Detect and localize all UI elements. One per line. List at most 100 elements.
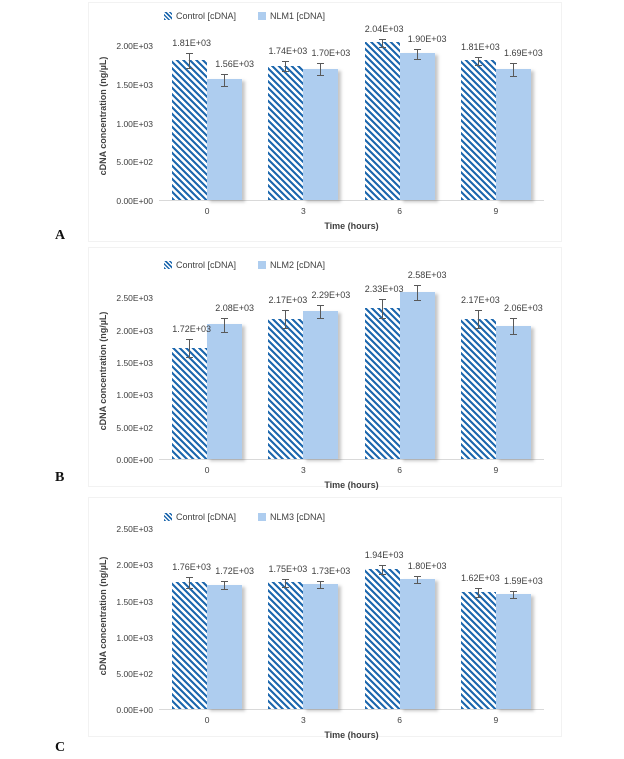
- y-tick-label: 5.00E+02: [116, 668, 153, 679]
- error-bar: [317, 581, 325, 589]
- control-bar: [172, 581, 208, 709]
- legend-label: Control [cDNA]: [176, 260, 237, 270]
- x-tick-label: 0: [204, 206, 210, 216]
- nlm2-series-swatch-icon: [258, 261, 267, 269]
- y-tick-label: 1.50E+03: [116, 357, 153, 368]
- legend-item-control: Control [cDNA]: [164, 260, 236, 270]
- bar-value-label: 2.06E+03: [503, 303, 543, 314]
- error-bar: [474, 310, 482, 329]
- panel-label-b: B: [55, 470, 65, 485]
- treatment-bar: [303, 583, 339, 709]
- error-bar: [317, 63, 325, 76]
- control-bar: [268, 318, 304, 459]
- treatment-bar: [399, 578, 435, 709]
- nlm3-series-swatch-icon: [258, 513, 267, 521]
- chart-area-b: Control [cDNA] NLM2 [cDNA] cDNA concentr…: [88, 247, 562, 490]
- y-axis-ticks: 0.00E+00 5.00E+02 1.00E+03 1.50E+03 2.00E+03…: [95, 522, 153, 715]
- bar-value-label: 1.94E+03: [364, 549, 404, 560]
- bar-value-label: 2.17E+03: [268, 295, 308, 306]
- legend-item-control: Control [cDNA]: [164, 512, 236, 522]
- bar-value-label: 1.76E+03: [172, 561, 212, 572]
- legend-a: Control [cDNA] NLM1 [cDNA]: [164, 11, 325, 21]
- y-tick-label: 0.00E+00: [116, 455, 153, 465]
- control-bar: [460, 591, 496, 709]
- treatment-bar: [207, 324, 243, 459]
- plot-area-b: 1.72E+03 2.08E+03 0 2.17E+03 2.29E+03 3 2.33E+…: [159, 270, 544, 475]
- bar-value-label: 1.81E+03: [172, 38, 212, 49]
- y-tick-label: 2.00E+03: [116, 325, 153, 336]
- bar-value-label: 1.70E+03: [311, 48, 351, 59]
- legend-label: Control [cDNA]: [176, 11, 237, 21]
- x-tick-label: 9: [493, 715, 499, 725]
- plot-area-c: 1.76E+03 1.72E+03 0 1.75E+03 1.73E+03 3 1.94E+…: [159, 522, 544, 725]
- treatment-bar: [303, 310, 339, 459]
- y-tick-label: 1.50E+03: [116, 596, 153, 607]
- error-bar: [474, 56, 482, 66]
- legend-item-control: Control [cDNA]: [164, 11, 236, 21]
- bar-value-label: 1.72E+03: [215, 566, 255, 577]
- control-bar: [172, 60, 208, 200]
- x-axis-title: Time (hours): [324, 730, 379, 740]
- x-tick-label: 6: [397, 465, 402, 475]
- bar-value-label: 1.81E+03: [460, 41, 500, 52]
- bar-value-label: 1.59E+03: [503, 575, 543, 586]
- error-bar: [413, 48, 421, 60]
- treatment-bar: [495, 325, 531, 459]
- legend-b: Control [cDNA] NLM2 [cDNA]: [164, 260, 325, 270]
- y-tick-label: 1.00E+03: [116, 390, 153, 401]
- panel-label-a: A: [55, 228, 66, 243]
- error-bar: [186, 576, 194, 589]
- x-tick-label: 0: [204, 465, 210, 475]
- bar-value-label: 1.62E+03: [460, 572, 500, 583]
- x-tick-label: 3: [301, 465, 306, 475]
- y-tick-label: 2.00E+03: [116, 560, 153, 571]
- error-bar: [317, 304, 325, 319]
- bar-value-label: 1.80E+03: [407, 560, 447, 571]
- error-bar: [509, 590, 517, 600]
- legend-label: NLM1 [cDNA]: [270, 11, 326, 21]
- x-tick-label: 9: [493, 465, 499, 475]
- panel-label-c: C: [55, 740, 66, 755]
- y-tick-label: 1.00E+03: [116, 118, 153, 129]
- x-tick-label: 6: [397, 715, 402, 725]
- control-bar: [364, 42, 400, 200]
- y-axis-ticks: 0.00E+00 5.00E+02 1.00E+03 1.50E+03 2.00E+03…: [95, 282, 153, 465]
- y-tick-label: 1.50E+03: [116, 80, 153, 91]
- plot-area-a: 1.81E+03 1.56E+03 0 1.74E+03 1.70E+03 3 2.04E+…: [159, 24, 544, 216]
- error-bar: [474, 587, 482, 598]
- y-tick-label: 0.00E+00: [116, 705, 153, 715]
- legend-label: NLM2 [cDNA]: [270, 260, 326, 270]
- control-series-swatch-icon: [164, 12, 172, 20]
- chart-area-a: Control [cDNA] NLM1 [cDNA] cDNA concentr…: [88, 2, 562, 242]
- error-bar: [509, 63, 517, 78]
- y-tick-label: 0.00E+00: [116, 196, 153, 206]
- error-bar: [221, 581, 229, 590]
- control-series-swatch-icon: [164, 513, 172, 521]
- treatment-bar: [495, 594, 531, 709]
- bar-value-label: 2.58E+03: [407, 269, 447, 280]
- control-bar: [364, 308, 400, 459]
- control-bar: [172, 347, 208, 459]
- y-tick-label: 2.50E+03: [116, 524, 153, 535]
- control-bar: [268, 65, 304, 200]
- x-tick-label: 6: [397, 206, 402, 216]
- x-tick-label: 9: [493, 206, 499, 216]
- x-axis-title: Time (hours): [324, 480, 379, 490]
- y-tick-label: 2.00E+03: [116, 41, 153, 52]
- legend-label: Control [cDNA]: [176, 512, 237, 522]
- bar-value-label: 2.29E+03: [311, 289, 351, 300]
- y-axis-ticks: 0.00E+00 5.00E+02 1.00E+03 1.50E+03 2.00E+03: [95, 31, 153, 206]
- error-bar: [378, 38, 386, 48]
- chart-area-c: Control [cDNA] NLM3 [cDNA] cDNA concentr…: [88, 497, 562, 740]
- bar-value-label: 2.17E+03: [460, 295, 500, 306]
- error-bar: [186, 338, 194, 359]
- error-bar: [378, 299, 386, 319]
- x-axis-title: Time (hours): [324, 221, 379, 231]
- chart-panel-b: Control [cDNA] NLM2 [cDNA] cDNA concentr…: [0, 247, 624, 495]
- treatment-bar: [495, 69, 531, 200]
- treatment-bar: [303, 68, 339, 200]
- control-bar: [268, 582, 304, 709]
- error-bar: [221, 317, 229, 334]
- bar-value-label: 2.08E+03: [215, 302, 255, 313]
- control-bar: [460, 60, 496, 200]
